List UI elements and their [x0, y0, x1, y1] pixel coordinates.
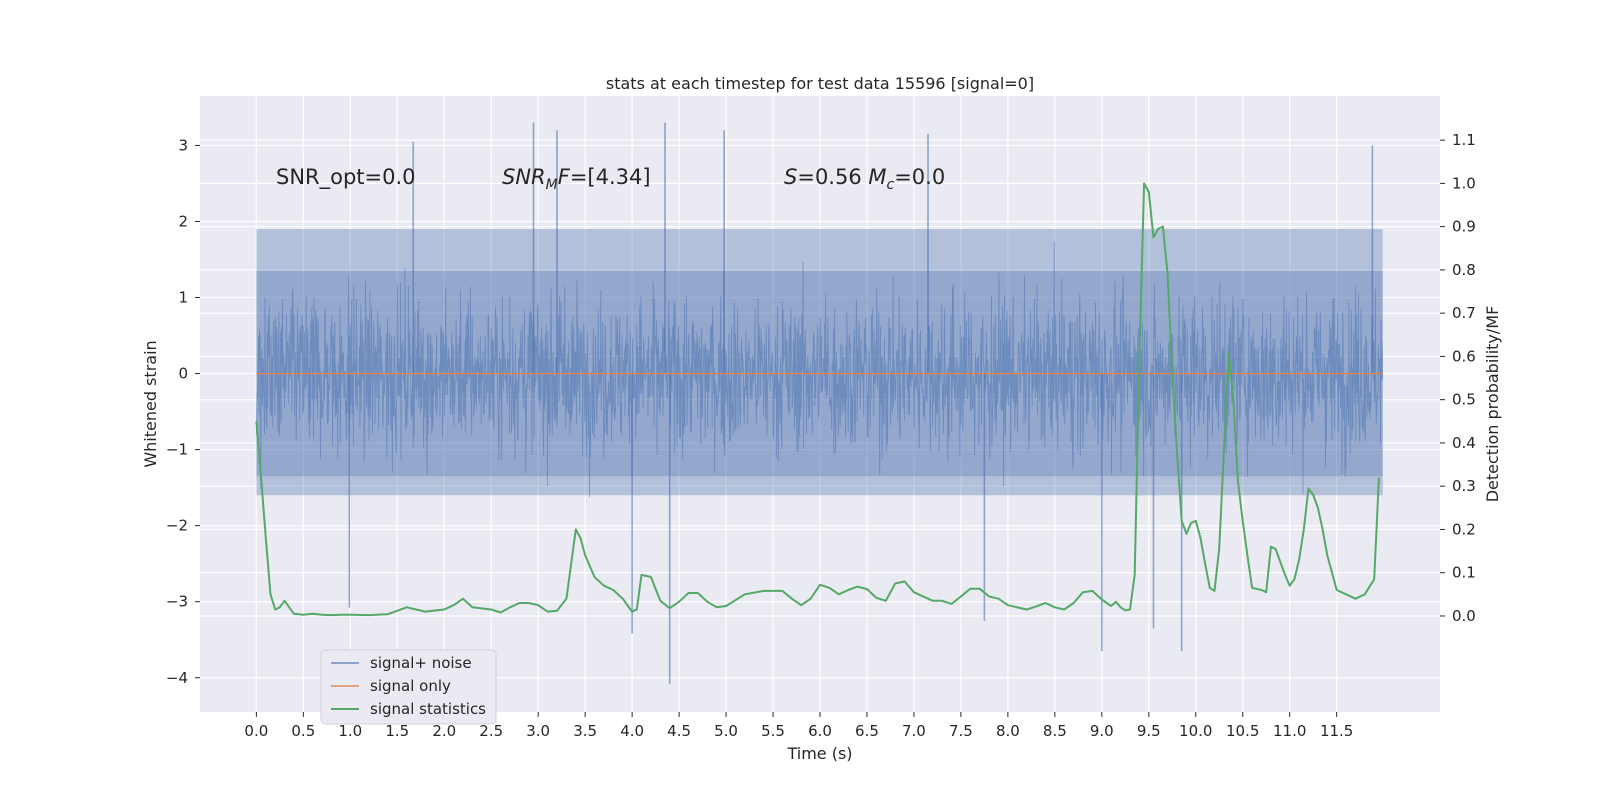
x-axis-label: Time (s): [786, 744, 852, 763]
y-left-tick-label: 1: [178, 289, 188, 307]
axes: 0.0 0.5 1.0 1.5 2.0 2.5 3.0 3.5 4.0 4.5 5.0 5.5 6.0 6…: [166, 131, 1476, 740]
annotation-snr-mf: SNRMF=[4.34]: [502, 165, 651, 193]
x-tick-label: 4.0: [620, 722, 644, 740]
x-tick-label: 8.5: [1043, 722, 1067, 740]
x-tick-label: 1.5: [385, 722, 409, 740]
x-tick-label: 10.0: [1179, 722, 1212, 740]
x-tick-label: 7.0: [902, 722, 926, 740]
x-tick-label: 0.5: [291, 722, 315, 740]
legend-label-signal-statistics: signal statistics: [370, 700, 486, 718]
x-tick-label: 5.5: [761, 722, 785, 740]
legend-label-signal-only: signal only: [370, 677, 451, 695]
y-left-tick-label: −4: [166, 669, 188, 687]
x-tick-label: 2.0: [432, 722, 456, 740]
x-tick-label: 8.0: [996, 722, 1020, 740]
signal-statistics-line: [255, 182, 1380, 617]
y-right-tick-label: 0.3: [1452, 477, 1476, 495]
y-left-tick-label: 3: [178, 136, 188, 154]
y-right-tick-label: 0.0: [1452, 607, 1476, 625]
x-tick-label: 3.5: [573, 722, 597, 740]
y-right-tick-label: 0.4: [1452, 434, 1476, 452]
x-tick-label: 11.5: [1320, 722, 1353, 740]
y-left-tick-label: 2: [178, 212, 188, 230]
y-left-tick-label: −3: [166, 593, 188, 611]
line-series: [255, 182, 1383, 617]
y-right-tick-label: 0.7: [1452, 304, 1476, 322]
x-tick-label: 1.0: [338, 722, 362, 740]
x-tick-label: 10.5: [1226, 722, 1259, 740]
legend-label-signal-noise: signal+ noise: [370, 654, 472, 672]
x-tick-label: 3.0: [526, 722, 550, 740]
y-right-tick-label: 1.1: [1452, 131, 1476, 149]
y-right-tick-label: 1.0: [1452, 174, 1476, 192]
y-left-tick-label: −2: [166, 517, 188, 535]
y-right-tick-label: 0.6: [1452, 347, 1476, 365]
y-right-tick-label: 0.8: [1452, 261, 1476, 279]
annotation-s-mc: S=0.56 Mc=0.0: [784, 165, 945, 193]
y-right-tick-label: 0.5: [1452, 391, 1476, 409]
signal-noise-line: [255, 241, 1384, 498]
legend-frame: [320, 649, 497, 725]
chart-title: stats at each timestep for test data 155…: [606, 74, 1034, 93]
x-tick-label: 2.5: [479, 722, 503, 740]
x-tick-label: 6.0: [808, 722, 832, 740]
x-tick-label: 9.5: [1137, 722, 1161, 740]
y-axis-left-label: Whitened strain: [141, 340, 160, 467]
y-left-tick-label: 0: [178, 365, 188, 383]
x-tick-label: 9.0: [1090, 722, 1114, 740]
x-tick-label: 6.5: [855, 722, 879, 740]
x-tick-label: 7.5: [949, 722, 973, 740]
x-tick-label: 0.0: [244, 722, 268, 740]
y-axis-right-label: Detection probability/MF: [1483, 306, 1502, 503]
annotations: SNR_opt=0.0 SNRMF=[4.34] S=0.56 Mc=0.0: [276, 165, 945, 193]
x-tick-label: 4.5: [667, 722, 691, 740]
legend: signal+ noise signal only signal statist…: [320, 649, 497, 725]
y-right-tick-label: 0.2: [1452, 520, 1476, 538]
x-tick-label: 11.0: [1273, 722, 1306, 740]
annotation-snr-opt: SNR_opt=0.0: [276, 165, 416, 190]
y-right-tick-label: 0.1: [1452, 564, 1476, 582]
y-right-tick-label: 0.9: [1452, 218, 1476, 236]
y-left-tick-label: −1: [166, 441, 188, 459]
x-tick-label: 5.0: [714, 722, 738, 740]
